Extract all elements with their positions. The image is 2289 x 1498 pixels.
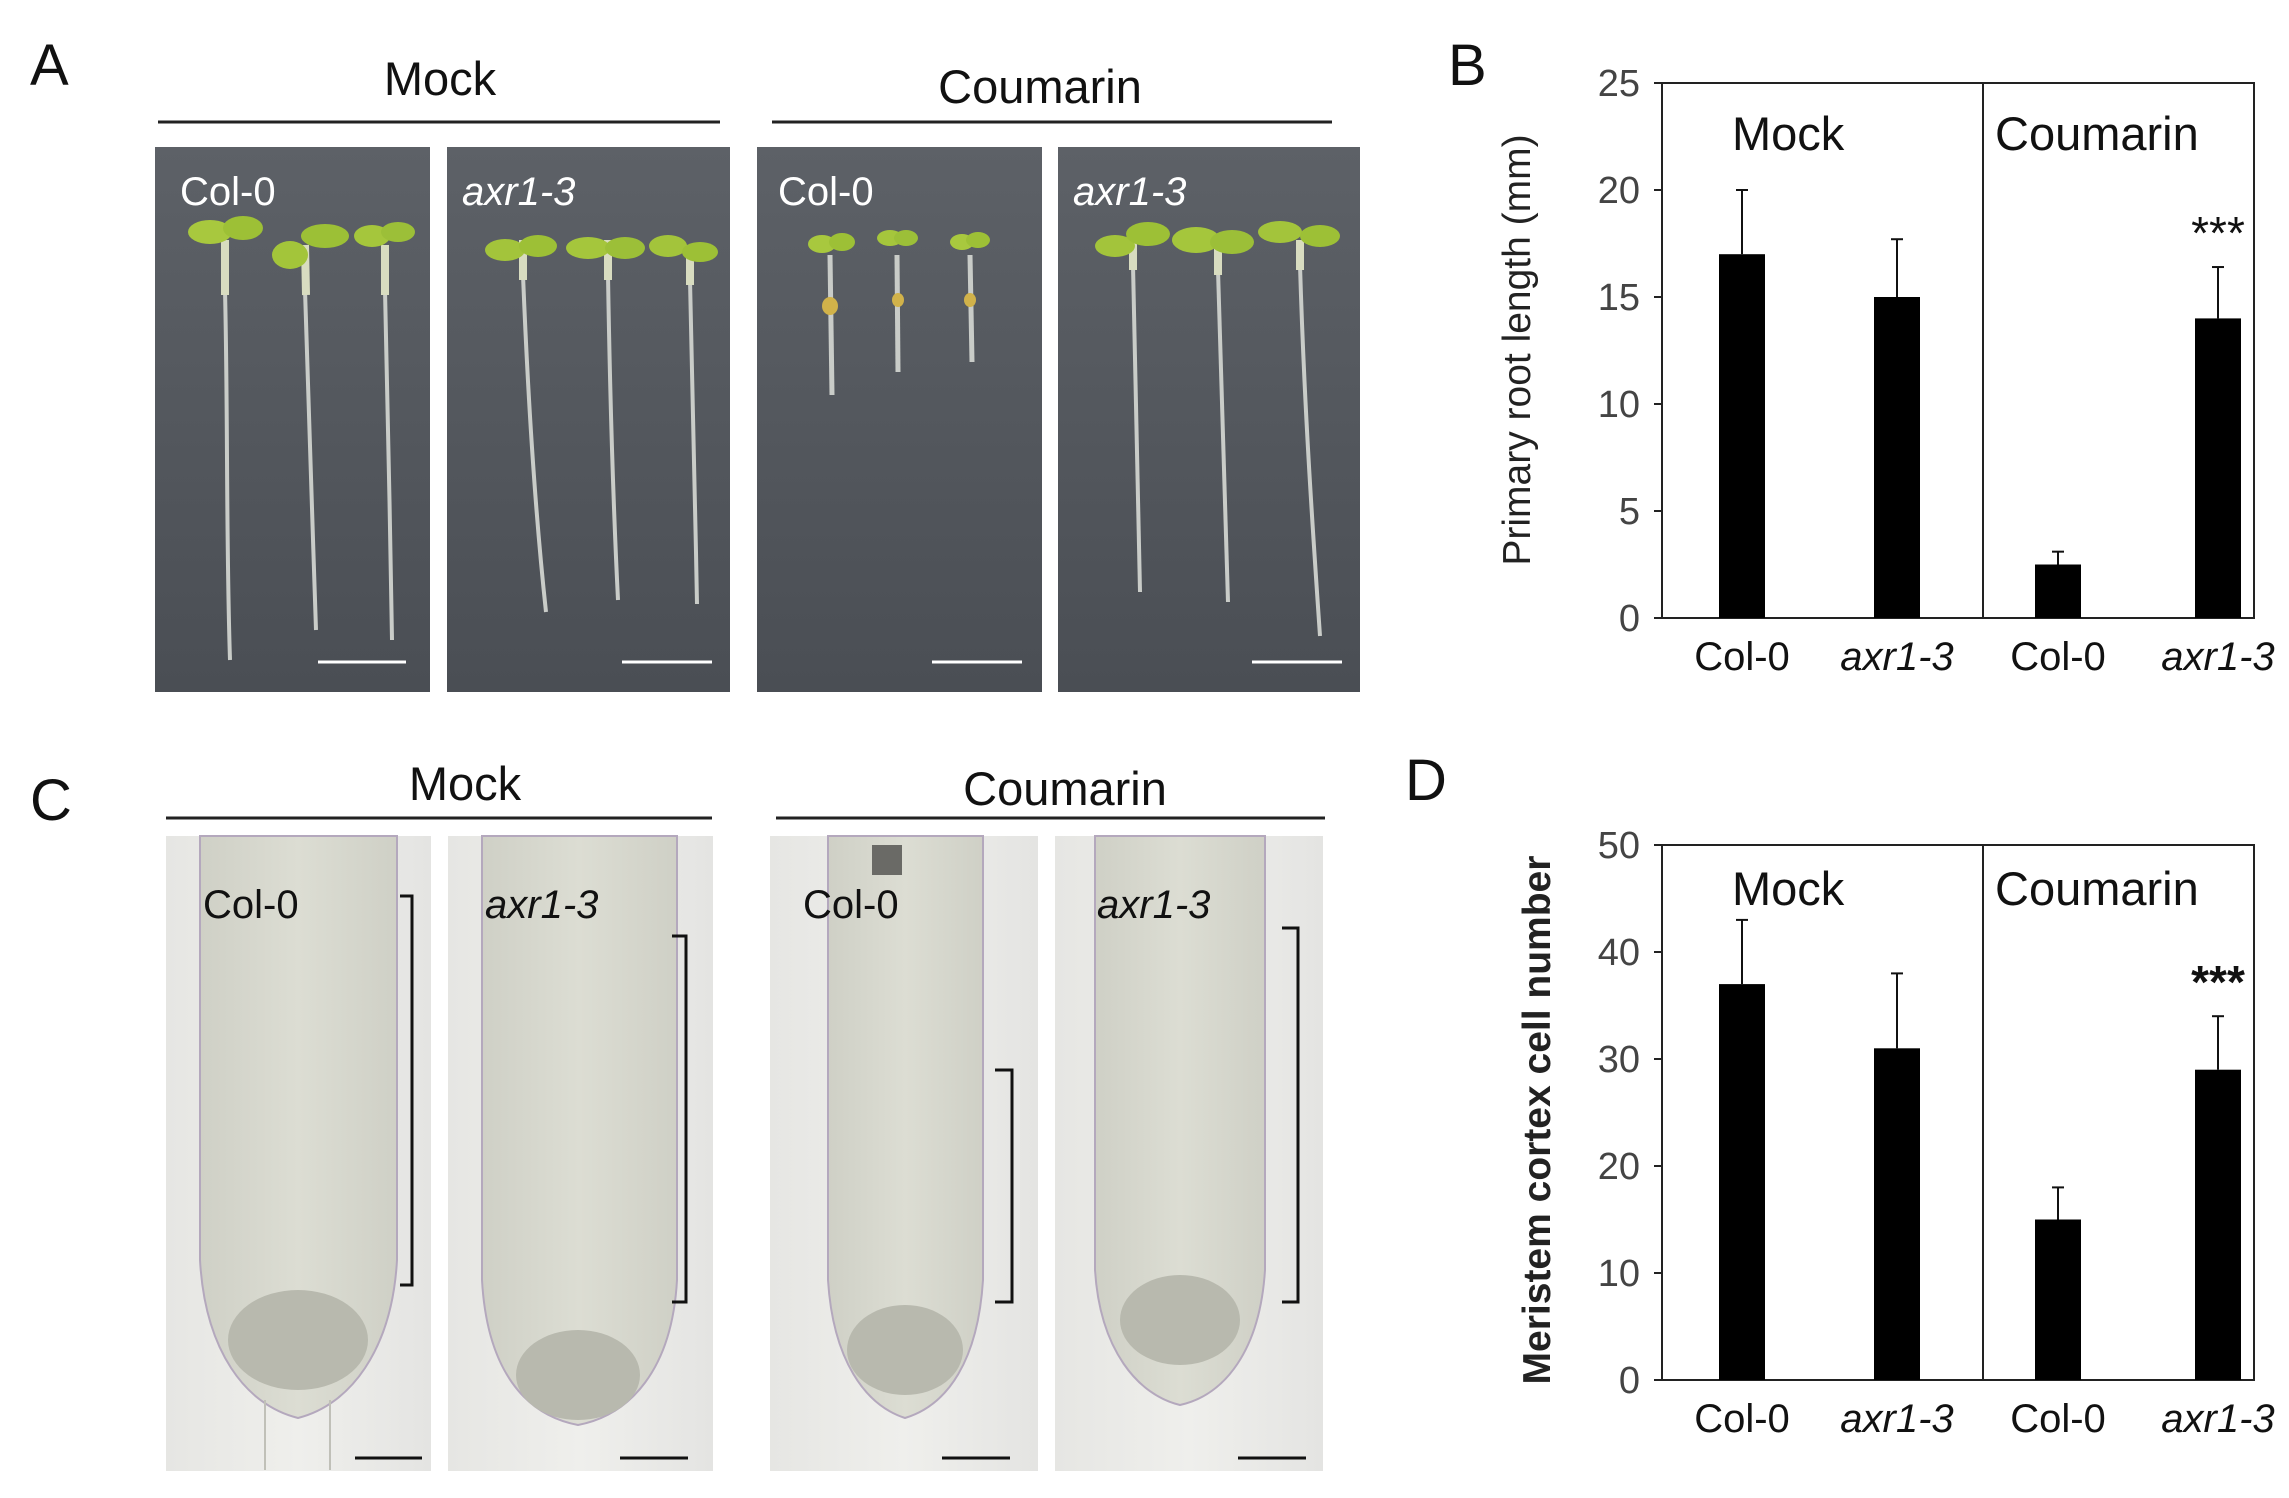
photo-label-c3: Col-0 xyxy=(803,883,899,927)
photo-label-a1: Col-0 xyxy=(180,170,276,214)
x-category-label: Col-0 xyxy=(1694,1397,1790,1441)
panel-a-group-coumarin: Coumarin xyxy=(938,60,1142,113)
chart-b: 0 5 10 15 20 25 Primary root length (mm) Mock Co… xyxy=(1496,63,2275,679)
x-category-label: axr1-3 xyxy=(1840,1397,1953,1441)
y-axis-label: Primary root length (mm) xyxy=(1496,134,1539,565)
bar-4 xyxy=(2195,1069,2241,1380)
bar-2 xyxy=(1874,297,1920,618)
photo-label-c4: axr1-3 xyxy=(1097,883,1210,927)
condition-label-coumarin: Coumarin xyxy=(1995,107,2199,160)
bar-3 xyxy=(2035,564,2081,618)
bar-3 xyxy=(2035,1219,2081,1380)
y-tick-label: 0 xyxy=(1619,598,1640,640)
photo-label-a2: axr1-3 xyxy=(462,170,575,214)
panel-c: C Mock Coumarin Col-0 axr1-3 xyxy=(30,757,1325,1471)
condition-label-mock: Mock xyxy=(1732,107,1845,160)
seedling-photo-axr1-coumarin: axr1-3 xyxy=(1058,147,1360,692)
seedling-photo-col0-coumarin: Col-0 xyxy=(757,147,1042,692)
panel-d: D 0 10 20 30 40 50 Meristem cortex cell number… xyxy=(1405,748,2275,1441)
y-tick-label: 10 xyxy=(1598,1253,1640,1295)
photo-label-c2: axr1-3 xyxy=(485,883,598,927)
condition-label-coumarin: Coumarin xyxy=(1995,862,2199,915)
panel-letter-b: B xyxy=(1448,33,1487,98)
y-tick-label: 0 xyxy=(1619,1360,1640,1402)
photo-label-c1: Col-0 xyxy=(203,883,299,927)
photo-label-a3: Col-0 xyxy=(778,170,874,214)
plot-frame xyxy=(1661,82,2255,619)
root-tip-micrograph-axr1-coumarin: axr1-3 xyxy=(1055,835,1323,1471)
y-tick-label: 50 xyxy=(1598,825,1640,867)
condition-label-mock: Mock xyxy=(1732,862,1845,915)
panel-letter-d: D xyxy=(1405,748,1447,813)
root-tip-micrograph-col0-mock: Col-0 xyxy=(166,835,431,1471)
panel-letter-c: C xyxy=(30,768,72,833)
y-tick-label: 5 xyxy=(1619,491,1640,533)
y-tick-label: 10 xyxy=(1598,384,1640,426)
root-tip-micrograph-axr1-mock: axr1-3 xyxy=(448,835,713,1471)
panel-a: A Mock Coumarin Col-0 xyxy=(30,33,1360,692)
significance-marker: *** xyxy=(2191,207,2245,259)
photo-label-a4: axr1-3 xyxy=(1073,170,1186,214)
bar-4 xyxy=(2195,318,2241,618)
y-axis-label: Meristem cortex cell number xyxy=(1516,856,1559,1385)
seedling-photo-col0-mock: Col-0 xyxy=(155,147,430,692)
panel-b: B 0 5 10 15 20 25 Primary root length (mm) Mock… xyxy=(1448,33,2275,679)
significance-marker: *** xyxy=(2191,956,2245,1008)
chart-d: 0 10 20 30 40 50 Meristem cortex cell number Mo… xyxy=(1516,825,2275,1441)
panel-c-group-mock: Mock xyxy=(409,757,522,810)
y-tick-label: 30 xyxy=(1598,1039,1640,1081)
bar-1 xyxy=(1719,984,1765,1380)
x-category-label: axr1-3 xyxy=(1840,635,1953,679)
root-tip-micrograph-col0-coumarin: Col-0 xyxy=(770,835,1038,1471)
y-tick-label: 15 xyxy=(1598,277,1640,319)
y-tick-label: 20 xyxy=(1598,1146,1640,1188)
x-category-label: axr1-3 xyxy=(2161,1397,2274,1441)
y-tick-label: 25 xyxy=(1598,63,1640,105)
y-tick-label: 40 xyxy=(1598,932,1640,974)
panel-a-group-mock: Mock xyxy=(384,52,497,105)
seedling-photo-axr1-mock: axr1-3 xyxy=(447,147,730,692)
x-category-label: Col-0 xyxy=(2010,635,2106,679)
bar-1 xyxy=(1719,254,1765,618)
panel-letter-a: A xyxy=(30,33,69,98)
x-category-label: Col-0 xyxy=(1694,635,1790,679)
plot-frame xyxy=(1661,844,2255,1381)
bar-2 xyxy=(1874,1048,1920,1380)
panel-c-group-coumarin: Coumarin xyxy=(963,762,1167,815)
y-tick-label: 20 xyxy=(1598,170,1640,212)
x-category-label: axr1-3 xyxy=(2161,635,2274,679)
x-category-label: Col-0 xyxy=(2010,1397,2106,1441)
